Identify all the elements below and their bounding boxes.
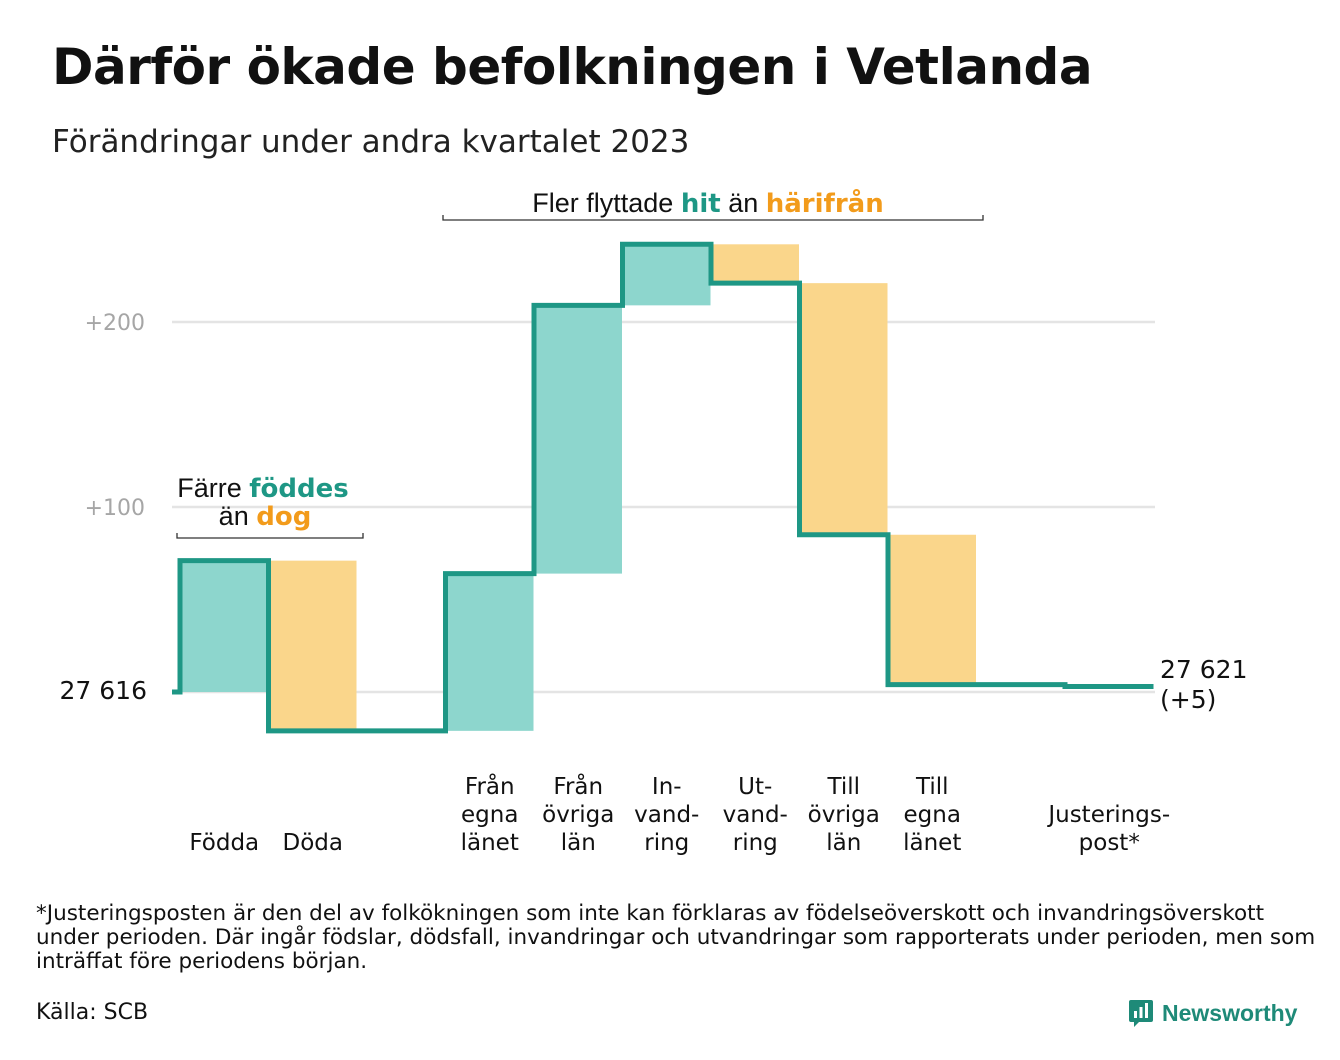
y-tick-label: +200 <box>85 311 145 336</box>
waterfall-chart: +200 +100 Födda Döda Från egna länet Från övriga… <box>60 187 1248 856</box>
births-annotation-line2: än dog <box>219 501 312 532</box>
chart-subtitle: Förändringar under andra kvartalet 2023 <box>52 124 690 160</box>
category-label: In-vand-ring <box>634 774 699 856</box>
start-value-label: 27 616 <box>60 676 147 705</box>
category-label: Till egna länet <box>903 774 961 856</box>
category-label: Till övriga län <box>808 774 880 856</box>
migration-annotation: Fler flyttade hit än härifrån <box>532 187 883 219</box>
outflow-bar <box>888 534 976 685</box>
inflow-bar <box>622 244 711 306</box>
category-label: Ut-vand-ring <box>723 774 788 856</box>
inflow-bar <box>445 573 534 731</box>
category-label: Döda <box>283 830 343 856</box>
bar-chart-bubble-icon <box>1129 1000 1153 1027</box>
category-label: Födda <box>189 830 259 856</box>
logo-text: Newsworthy <box>1162 999 1298 1026</box>
outflow-bar <box>711 244 799 284</box>
category-label: Justerings-post* <box>1046 802 1170 856</box>
migration-bracket <box>442 215 984 221</box>
outflow-bar <box>799 283 888 535</box>
category-label: Från egna länet <box>461 772 519 856</box>
chart-title: Därför ökade befolkningen i Vetlanda <box>52 38 1093 96</box>
births-annotation-line1: Färre föddes <box>177 473 349 504</box>
inflow-bar <box>534 305 622 574</box>
outflow-bar <box>268 560 357 731</box>
newsworthy-logo: Newsworthy <box>1128 996 1297 1030</box>
end-value-label: 27 621 (+5) <box>1160 655 1247 714</box>
inflow-bar <box>180 560 268 692</box>
births-bracket <box>176 533 364 539</box>
footnote: *Justeringsposten är den del av folkökni… <box>36 901 1316 974</box>
y-tick-label: +100 <box>85 496 145 521</box>
category-label: Från övriga län <box>542 772 614 856</box>
source-note: Källa: SCB <box>36 1000 149 1025</box>
cumulative-step-line <box>172 241 1154 734</box>
